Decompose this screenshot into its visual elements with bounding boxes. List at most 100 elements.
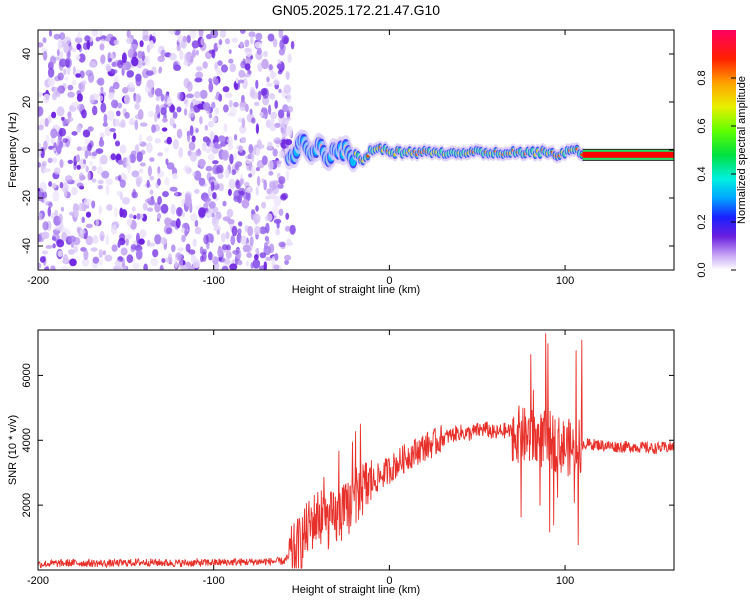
noise-speckle [176, 128, 183, 139]
noise-speckle [49, 56, 57, 65]
noise-speckle [234, 163, 239, 171]
noise-speckle [157, 152, 164, 157]
x-tick-label: -100 [203, 275, 225, 287]
colorbar-tick-label: 0.8 [696, 70, 708, 85]
noise-speckle [147, 165, 152, 177]
noise-speckle [65, 175, 73, 183]
y-tick-label: 2000 [21, 493, 33, 517]
noise-speckle [130, 150, 137, 157]
noise-speckle [199, 116, 203, 125]
noise-speckle [161, 127, 168, 132]
noise-speckle [226, 244, 231, 251]
snr-frame [37, 329, 675, 571]
noise-speckle [217, 172, 224, 179]
noise-speckle [43, 168, 51, 173]
noise-speckle [48, 30, 53, 37]
noise-speckle [126, 70, 135, 78]
noise-speckle [151, 124, 157, 133]
noise-speckle [85, 69, 93, 77]
noise-speckle [200, 37, 205, 46]
noise-speckle [41, 160, 47, 167]
noise-speckle [69, 104, 74, 111]
noise-speckle [188, 141, 196, 151]
noise-speckle [128, 213, 134, 219]
noise-speckle [157, 212, 162, 220]
noise-speckle [147, 207, 154, 212]
noise-speckle [245, 57, 252, 65]
noise-speckle [140, 162, 146, 167]
noise-speckle [225, 231, 230, 240]
noise-speckle [239, 124, 247, 134]
noise-speckle [75, 54, 81, 61]
noise-speckle [123, 94, 131, 105]
noise-speckle [105, 184, 110, 196]
noise-speckle [146, 135, 153, 142]
noise-speckle [136, 213, 141, 220]
noise-speckle [77, 32, 81, 39]
noise-speckle [263, 242, 268, 251]
noise-speckle [113, 132, 117, 140]
noise-speckle [81, 80, 87, 86]
snr-series-line [38, 333, 674, 569]
noise-speckle [47, 206, 52, 217]
noise-speckle [64, 76, 69, 81]
noise-speckle [212, 160, 219, 165]
noise-speckle [185, 164, 190, 175]
noise-speckle [107, 110, 115, 121]
noise-speckle [54, 226, 62, 232]
noise-speckle [168, 30, 177, 35]
noise-speckle [102, 122, 108, 127]
noise-speckle [76, 182, 84, 189]
noise-speckle [134, 103, 140, 110]
noise-speckle [81, 109, 87, 119]
noise-speckle [149, 189, 154, 195]
noise-speckle [268, 93, 276, 100]
noise-speckle [134, 93, 141, 104]
noise-speckle [232, 249, 240, 255]
noise-speckle [253, 225, 261, 235]
noise-speckle [146, 179, 150, 188]
noise-speckle [176, 44, 181, 52]
noise-speckle [134, 144, 140, 154]
noise-speckle [285, 71, 290, 80]
noise-speckle [117, 241, 121, 248]
noise-speckle [146, 79, 155, 89]
chart-title: GN05.2025.172.21.47.G10 [272, 2, 440, 18]
noise-speckle [278, 241, 286, 248]
noise-speckle [166, 162, 175, 170]
noise-speckle [280, 194, 287, 201]
noise-speckle [126, 218, 132, 226]
x-tick-label: -200 [27, 575, 49, 587]
noise-speckle [71, 187, 78, 196]
noise-speckle [233, 101, 239, 108]
noise-speckle [172, 111, 178, 119]
noise-speckle [200, 255, 204, 263]
noise-speckle [278, 30, 284, 39]
noise-speckle [53, 33, 61, 40]
noise-speckle [95, 148, 104, 155]
noise-speckle [210, 181, 215, 192]
noise-speckle [160, 93, 165, 102]
noise-speckle [115, 118, 120, 127]
noise-speckle [160, 203, 169, 214]
noise-speckle [203, 234, 209, 245]
noise-speckle [128, 117, 135, 125]
noise-speckle [263, 50, 268, 58]
noise-speckle [45, 244, 53, 249]
noise-speckle [229, 263, 238, 270]
colorbar-axis: 0.0 0.2 0.4 0.6 0.8 [696, 70, 736, 278]
noise-speckle [122, 61, 127, 72]
noise-speckle [157, 166, 161, 174]
noise-speckle [50, 128, 58, 139]
noise-speckle [41, 191, 48, 200]
noise-speckle [224, 38, 231, 45]
x-tick-label: 100 [556, 575, 574, 587]
noise-speckle [218, 93, 223, 102]
noise-speckle [136, 151, 143, 162]
noise-speckle [183, 222, 189, 229]
noise-speckle [47, 78, 55, 87]
noise-speckle [174, 257, 179, 269]
noise-speckle [61, 231, 67, 242]
noise-speckle [155, 95, 160, 102]
